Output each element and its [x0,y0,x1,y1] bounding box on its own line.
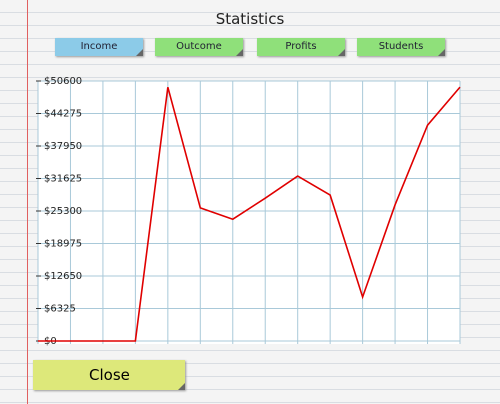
y-tick-label: $31625 [44,174,82,185]
y-tick-label: $44275 [44,109,82,120]
y-tick-label: $12650 [44,271,82,282]
y-tick-label: $37950 [44,141,82,152]
tab[interactable]: Students [357,38,445,56]
tab[interactable]: Profits [257,38,345,56]
margin-line [27,0,28,404]
tab[interactable]: Outcome [155,38,243,56]
y-tick-label: $6325 [44,304,76,315]
plot-area [38,81,460,344]
close-button[interactable]: Close [33,360,185,390]
title: Statistics [215,10,285,28]
y-tick-label: $50600 [44,76,82,87]
y-tick-label: $18975 [44,239,82,250]
close-label: Close [89,366,130,384]
tab[interactable]: Income [55,38,143,56]
line [38,86,461,342]
y-tick-label: $25300 [44,206,82,217]
